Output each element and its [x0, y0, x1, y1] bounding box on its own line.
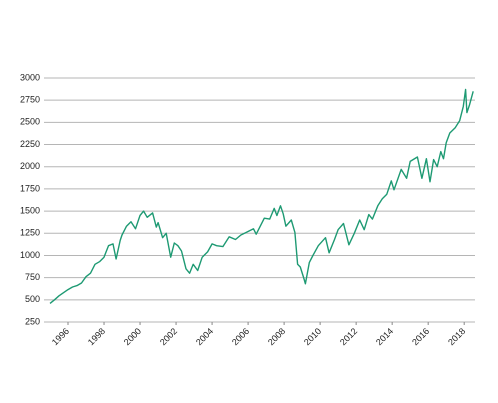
x-tick-label: 2014: [374, 326, 395, 347]
y-tick-label: 3000: [20, 72, 40, 82]
y-tick-label: 2750: [20, 95, 40, 105]
y-tick-label: 2000: [20, 161, 40, 171]
y-tick-label: 1500: [20, 205, 40, 215]
y-tick-label: 1250: [20, 228, 40, 238]
x-tick-label: 2000: [122, 326, 143, 347]
y-tick-label: 1000: [20, 250, 40, 260]
x-tick-label: 2018: [446, 326, 467, 347]
line-series: [49, 88, 474, 304]
y-tick-label: 500: [25, 294, 40, 304]
y-tick-label: 750: [25, 272, 40, 282]
x-tick-label: 2012: [338, 326, 359, 347]
y-tick-label: 2500: [20, 117, 40, 127]
y-tick-label: 2250: [20, 139, 40, 149]
x-tick-label: 2002: [158, 326, 179, 347]
x-tick-label: 1996: [50, 326, 71, 347]
x-tick-label: 2008: [266, 326, 287, 347]
x-tick-label: 1998: [86, 326, 107, 347]
x-tick-label: 2004: [194, 326, 215, 347]
y-tick-label: 1750: [20, 183, 40, 193]
x-tick-label: 2006: [230, 326, 251, 347]
x-tick-label: 2016: [410, 326, 431, 347]
y-tick-label: 250: [25, 316, 40, 326]
x-tick-label: 2010: [302, 326, 323, 347]
